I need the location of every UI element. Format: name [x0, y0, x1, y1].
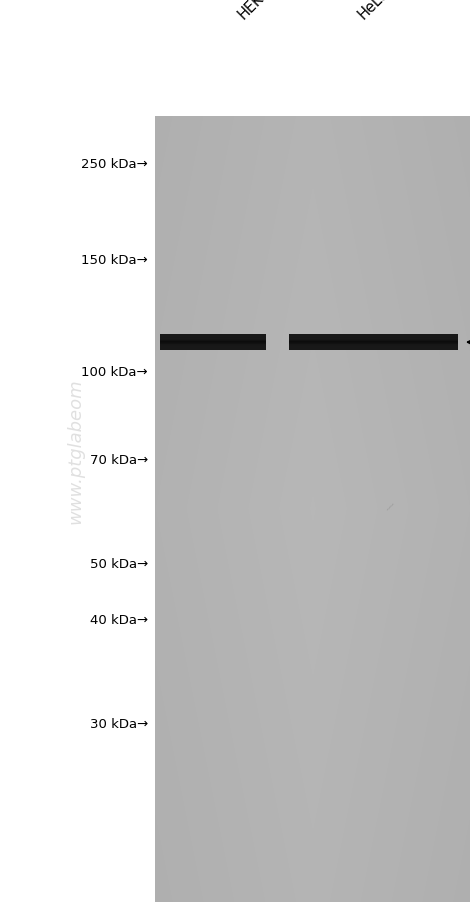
Text: HeLa: HeLa: [355, 0, 392, 23]
Bar: [160, 335, 266, 351]
Text: www.ptglabeom: www.ptglabeom: [66, 378, 84, 524]
Text: 40 kDa→: 40 kDa→: [90, 613, 148, 626]
Bar: [289, 335, 458, 351]
Text: HEK-293: HEK-293: [235, 0, 289, 23]
Text: 30 kDa→: 30 kDa→: [90, 717, 148, 730]
Text: /: /: [385, 502, 393, 511]
Text: 70 kDa→: 70 kDa→: [90, 454, 148, 466]
Text: 100 kDa→: 100 kDa→: [81, 365, 148, 378]
Text: 250 kDa→: 250 kDa→: [81, 158, 148, 170]
Text: 50 kDa→: 50 kDa→: [90, 557, 148, 570]
Text: 150 kDa→: 150 kDa→: [81, 253, 148, 266]
